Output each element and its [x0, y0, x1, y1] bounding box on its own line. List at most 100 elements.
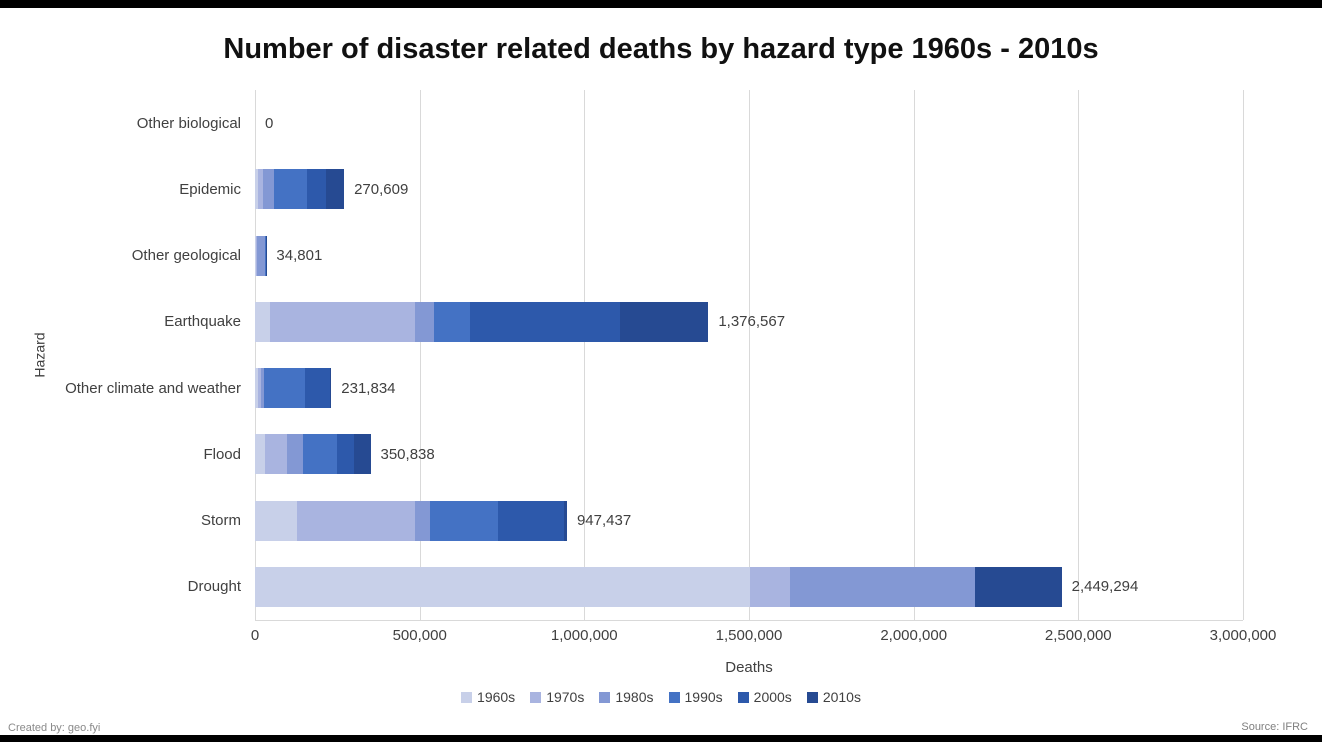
bar-segment: [415, 500, 431, 541]
plot-area: 0 270,609 34,801 1,376,567 231,834 350,838 947…: [255, 90, 1244, 621]
bar: [255, 566, 1062, 607]
bar-segment: [336, 434, 354, 475]
bar-segment: [286, 434, 303, 475]
category-label: Storm: [200, 512, 241, 530]
bar: [255, 301, 709, 342]
bar-segment: [329, 368, 332, 409]
bar-segment: [255, 169, 258, 210]
bar-segment: [255, 500, 298, 541]
bottom-black-bar: [0, 735, 1322, 742]
bar-segment: [297, 500, 416, 541]
x-tick-label: 1,500,000: [715, 627, 783, 644]
bar-segment: [325, 169, 345, 210]
gridline: [584, 90, 586, 620]
legend-swatch: [668, 691, 680, 703]
legend-label: 2010s: [822, 689, 861, 705]
legend: 1960s 1970s 1980s 1990s 2000s 2010s: [0, 689, 1322, 705]
bar: [255, 500, 567, 541]
bar-segment: [255, 301, 270, 342]
x-tick-label: 1,000,000: [550, 627, 618, 644]
legend-item: 2000s: [737, 689, 792, 705]
bar-segment: [307, 169, 326, 210]
value-label: 270,609: [354, 180, 409, 198]
value-label: 34,801: [276, 247, 323, 265]
x-tick-label: 2,000,000: [880, 627, 948, 644]
bar-segment: [255, 235, 256, 276]
legend-label: 1960s: [477, 689, 516, 705]
gridline: [749, 90, 750, 620]
bar-segment: [434, 301, 470, 342]
bar: [255, 368, 332, 409]
bar-segment: [974, 566, 1062, 607]
bar-segment: [256, 235, 266, 276]
bar-segment: [305, 368, 330, 409]
bar-segment: [497, 500, 564, 541]
legend-item: 1970s: [530, 689, 584, 705]
y-axis-labels: Other biological Epidemic Other geological…: [0, 90, 241, 620]
gridline: [255, 90, 256, 620]
gridline: [419, 90, 421, 620]
bar-segment: [430, 500, 498, 541]
legend-item: 2010s: [806, 689, 861, 705]
bar-segment: [255, 566, 750, 607]
bar: [255, 169, 345, 210]
x-tick-label: 500,000: [392, 627, 447, 644]
bar-row: 1,376,567: [255, 289, 1243, 355]
category-label: Other biological: [136, 114, 241, 132]
gridline: [913, 90, 915, 620]
top-black-bar: [0, 0, 1322, 8]
bar-row: 947,437: [255, 488, 1243, 554]
legend-item: 1990s: [668, 689, 723, 705]
legend-item: 1960s: [461, 689, 515, 705]
bar-segment: [749, 566, 790, 607]
bar-segment: [264, 434, 287, 475]
bar-segment: [257, 169, 263, 210]
x-axis-label: Deaths: [725, 659, 773, 676]
value-label: 0: [265, 114, 274, 132]
bar-segment: [262, 169, 275, 210]
bar-segment: [265, 235, 266, 276]
bar-segment: [263, 368, 306, 409]
bar-segment: [789, 566, 975, 607]
bar-segment: [302, 434, 337, 475]
category-label: Other climate and weather: [65, 379, 241, 397]
gridline: [1078, 90, 1080, 620]
legend-swatch: [737, 691, 749, 703]
x-tick-label: 0: [250, 627, 260, 644]
category-label: Drought: [187, 578, 241, 596]
value-label: 947,437: [576, 512, 632, 530]
bar-row: 231,834: [255, 355, 1243, 421]
x-axis: 0 500,000 1,000,000 1,500,000 2,000,000 2,500…: [251, 627, 1277, 647]
legend-swatch: [806, 691, 818, 703]
bar-segment: [257, 368, 262, 409]
bar-segment: [563, 500, 567, 541]
category-label: Flood: [203, 445, 241, 463]
value-label: 350,838: [380, 445, 435, 463]
legend-label: 1970s: [546, 689, 585, 705]
legend-swatch: [599, 691, 611, 703]
source-text: Source: IFRC: [1241, 721, 1308, 733]
legend-item: 1980s: [599, 689, 654, 705]
credit-text: Created by: geo.fyi: [8, 722, 101, 734]
bar-row: 2,449,294: [255, 554, 1243, 620]
bar-row: 0: [255, 90, 1243, 156]
x-tick-label: 3,000,000: [1209, 627, 1277, 644]
bar-row: 270,609: [255, 156, 1243, 222]
bar-segment: [269, 301, 415, 342]
bar: [255, 434, 371, 475]
chart-title: Number of disaster related deaths by haz…: [223, 33, 1099, 65]
category-label: Epidemic: [179, 180, 241, 198]
bar-segment: [414, 301, 435, 342]
bar-segment: [469, 301, 620, 342]
bar-segment: [274, 169, 308, 210]
bar-segment: [353, 434, 371, 475]
legend-swatch: [461, 691, 473, 703]
bar-segment: [255, 434, 265, 475]
bar-segment: [255, 235, 257, 276]
gridline: [1243, 90, 1244, 620]
value-label: 231,834: [341, 379, 396, 397]
bar-segment: [619, 301, 709, 342]
bar-row: 34,801: [255, 223, 1243, 289]
bar-row: 350,838: [255, 421, 1243, 487]
value-label: 2,449,294: [1071, 578, 1139, 596]
